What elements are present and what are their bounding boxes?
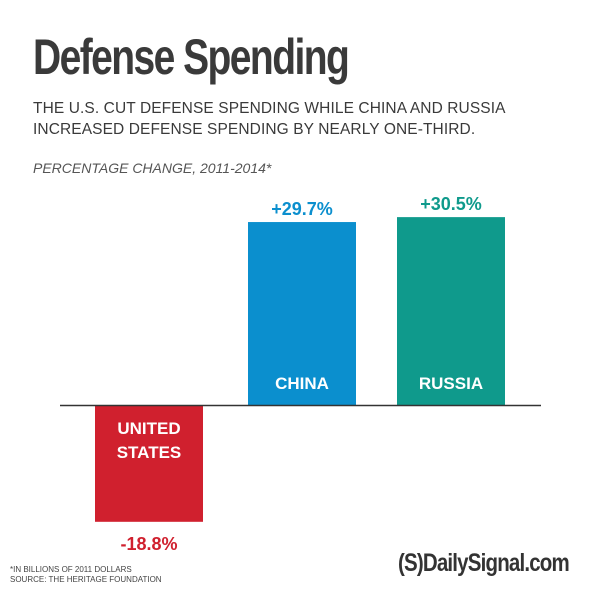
bar-russia <box>397 217 505 405</box>
chart-subtitle: THE U.S. CUT DEFENSE SPENDING WHILE CHIN… <box>33 98 593 140</box>
value-label-china: +29.7% <box>271 199 333 219</box>
footnote-units: *IN BILLIONS OF 2011 DOLLARS <box>10 565 132 574</box>
bar-china <box>248 222 356 405</box>
brand-logo: (S)DailySignal.com <box>398 549 570 577</box>
subtitle-line-1: THE U.S. CUT DEFENSE SPENDING WHILE CHIN… <box>33 100 506 117</box>
footnote: *IN BILLIONS OF 2011 DOLLARS SOURCE: THE… <box>10 565 162 585</box>
bar-united-states <box>95 406 203 522</box>
category-label-united-states: UNITED <box>117 419 180 438</box>
value-label-russia: +30.5% <box>420 194 482 214</box>
category-label-united-states: STATES <box>117 443 182 462</box>
value-label-united-states: -18.8% <box>120 534 177 554</box>
category-label-china: CHINA <box>275 374 329 393</box>
category-label-russia: RUSSIA <box>419 374 483 393</box>
chart-title: Defense Spending <box>33 29 350 85</box>
footnote-source: SOURCE: THE HERITAGE FOUNDATION <box>10 575 162 584</box>
subtitle-line-2: INCREASED DEFENSE SPENDING BY NEARLY ONE… <box>33 121 476 138</box>
unit-label: PERCENTAGE CHANGE, 2011-2014* <box>33 160 272 176</box>
